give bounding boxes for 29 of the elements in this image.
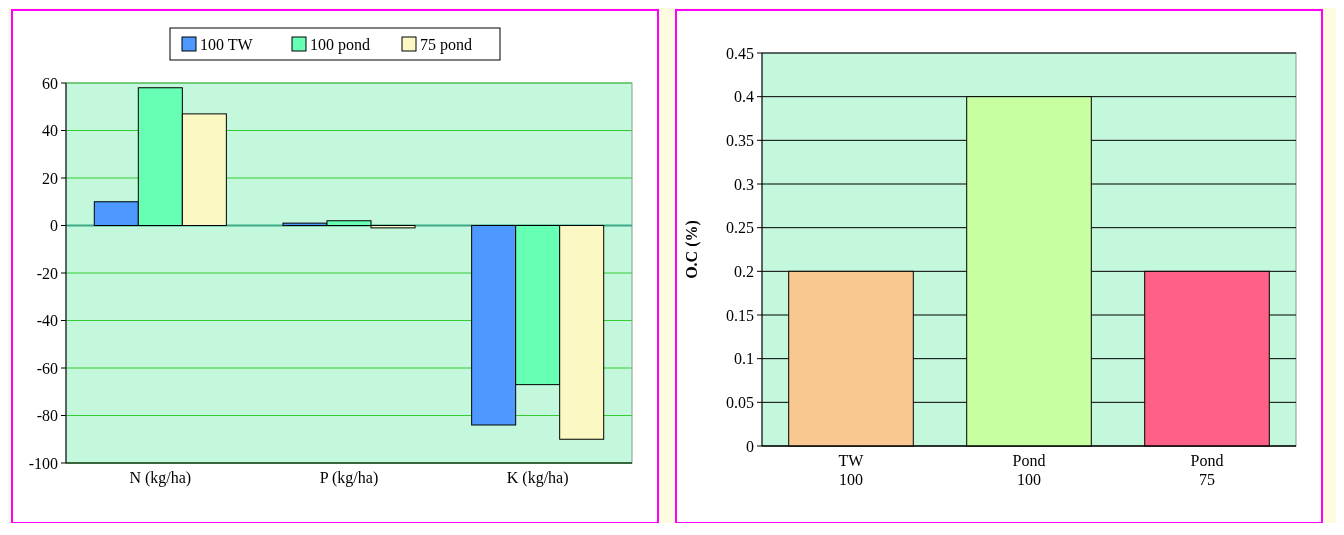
y-tick-label: -60 [36, 359, 58, 377]
y-tick-label: 0.05 [726, 393, 754, 411]
legend-label: 100 pond [310, 35, 370, 54]
y-tick-label: 20 [42, 169, 58, 187]
y-tick-label: 0.35 [726, 131, 754, 149]
y-tick-label: 0.15 [726, 306, 754, 324]
y-tick-label: -20 [36, 264, 58, 282]
x-tick-label: N (kg/ha) [129, 469, 192, 487]
x-tick-label: P (kg/ha) [319, 469, 379, 487]
x-tick-label: TW 100 [838, 452, 865, 488]
y-tick-label: -100 [28, 454, 58, 472]
y-tick-label: 0.25 [726, 219, 754, 237]
legend-label: 75 pond [420, 35, 472, 54]
y-tick-label: -80 [36, 407, 58, 425]
y-tick-label: 0.3 [734, 175, 754, 193]
y-tick-label: 60 [42, 74, 58, 92]
y-tick-label: 0 [746, 437, 754, 455]
legend-label: 100 TW [200, 35, 254, 53]
x-tick-label: K (kg/ha) [506, 469, 569, 487]
y-axis-title: O.C (%) [683, 220, 701, 279]
y-tick-label: 0.2 [734, 262, 754, 280]
y-tick-label: 0 [50, 217, 58, 235]
y-tick-label: 0.45 [726, 44, 754, 62]
x-tick-label: Pond 100 [1012, 452, 1046, 488]
y-tick-label: 0.4 [734, 88, 754, 106]
y-tick-label: 40 [42, 122, 58, 140]
y-tick-label: 0.1 [734, 350, 754, 368]
y-tick-label: -40 [36, 312, 58, 330]
x-tick-label: Pond 75 [1190, 452, 1224, 488]
